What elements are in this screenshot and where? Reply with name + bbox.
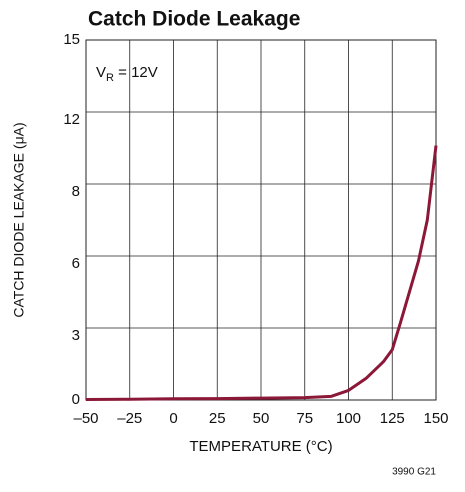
x-tick-label: 150 [423,410,448,427]
x-tick-label: 25 [209,410,226,427]
x-tick-label: 125 [380,410,405,427]
y-tick-label: 0 [72,391,80,408]
x-tick-label: 0 [169,410,177,427]
y-tick-label: 8 [72,183,80,200]
x-tick-label: 50 [253,410,270,427]
x-tick-label: 75 [296,410,313,427]
y-tick-label: 15 [63,31,80,48]
y-tick-label: 12 [63,111,80,128]
x-axis-label: TEMPERATURE (°C) [189,438,332,455]
x-tick-label: –25 [117,410,142,427]
x-tick-label: 100 [336,410,361,427]
chart-title: Catch Diode Leakage [88,8,300,31]
annotation-main: V [96,64,106,81]
annotation-sub: R [106,72,114,84]
footnote: 3990 G21 [392,467,436,478]
data-line [85,145,438,401]
x-tick-label: –50 [73,410,98,427]
y-tick-label: 3 [72,327,80,344]
y-axis-label: CATCH DIODE LEAKAGE (μA) [11,122,27,317]
plot-frame [85,39,437,401]
annotation: VR = 12V [96,64,158,84]
annotation-rest: = 12V [114,64,158,81]
y-tick-label: 6 [72,255,80,272]
